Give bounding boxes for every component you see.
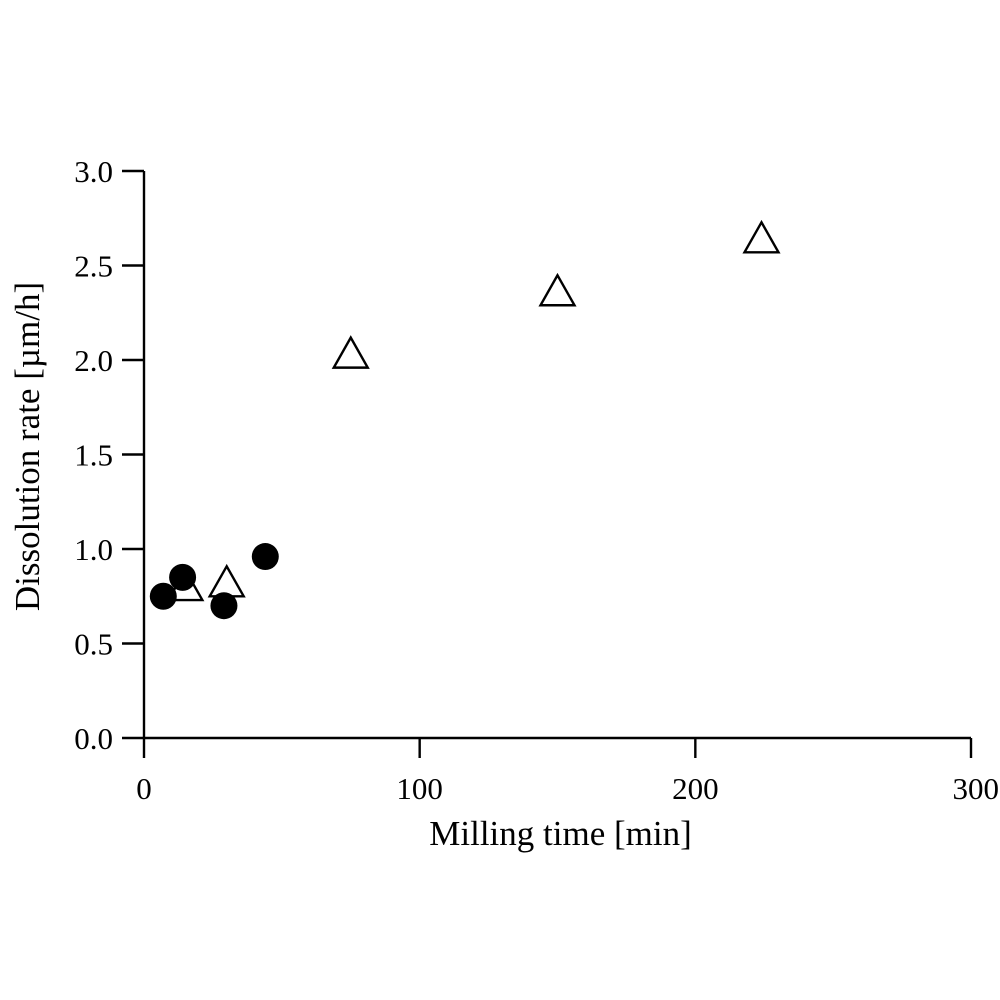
y-tick-label: 2.0 (74, 343, 113, 378)
triangle-marker (331, 335, 370, 369)
x-tick-label: 0 (136, 771, 152, 806)
x-tick-label: 200 (672, 771, 719, 806)
axes (142, 171, 971, 740)
y-tick-label: 0.0 (74, 721, 113, 756)
x-tick-label: 100 (396, 771, 443, 806)
circle-marker (149, 582, 177, 610)
x-tick-label: 300 (953, 771, 1000, 806)
triangle-marker (742, 219, 781, 254)
triangle-marker (207, 563, 246, 598)
y-axis-title: Dissolution rate [µm/h] (8, 282, 47, 611)
circle-marker (251, 543, 279, 571)
y-tick-label: 1.5 (74, 438, 113, 473)
triangle-marker (538, 272, 577, 307)
y-tick-label: 0.5 (74, 627, 113, 662)
data-markers (149, 219, 781, 620)
circle-marker (169, 563, 197, 591)
circle-marker (210, 592, 238, 620)
x-ticks: 0 100 200 300 (136, 738, 999, 806)
y-tick-label: 2.5 (74, 249, 113, 284)
x-axis-title: Milling time [min] (429, 814, 691, 853)
y-ticks: 0.0 0.5 1.0 1.5 2.0 2.5 3.0 (74, 154, 144, 756)
y-tick-label: 3.0 (74, 154, 113, 189)
y-tick-label: 1.0 (74, 532, 113, 567)
